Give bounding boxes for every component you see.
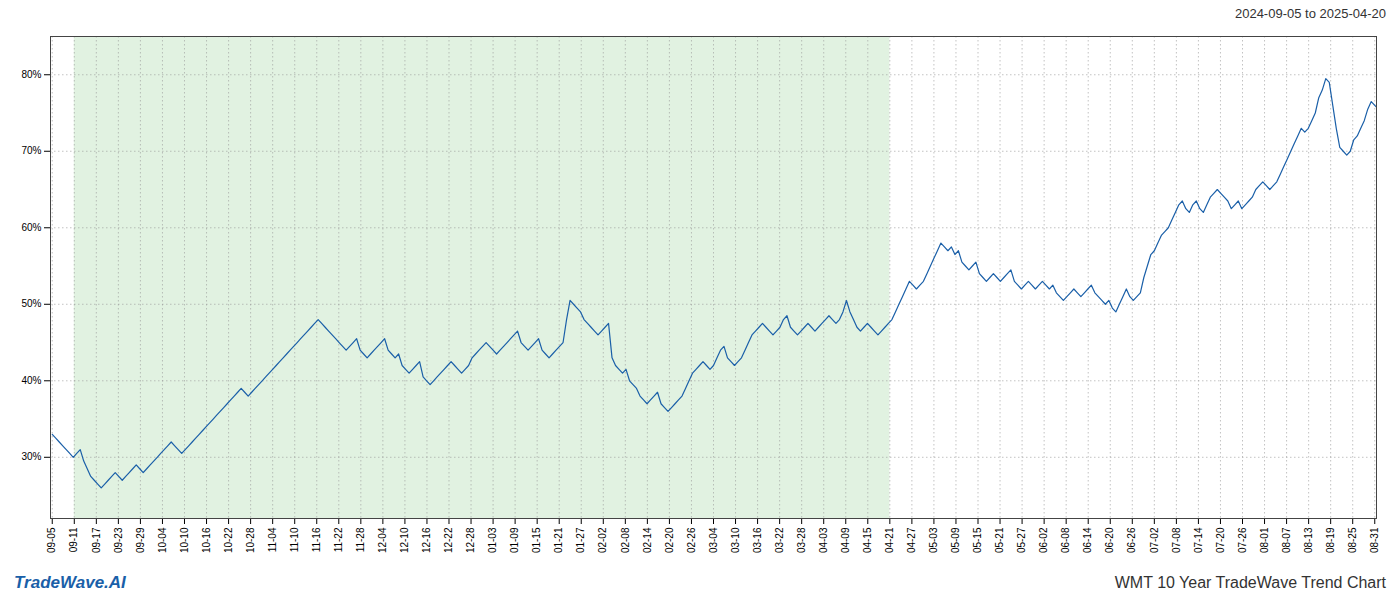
svg-text:02-14: 02-14 [642, 527, 653, 553]
html-text:TradeWave.AI: TradeWave.AI [14, 573, 126, 592]
svg-text:02-08: 02-08 [620, 527, 631, 553]
svg-text:04-21: 04-21 [884, 527, 895, 553]
svg-text:02-02: 02-02 [597, 527, 608, 553]
svg-text:05-03: 05-03 [928, 527, 939, 553]
svg-text:06-02: 06-02 [1038, 527, 1049, 553]
svg-text:06-26: 06-26 [1126, 527, 1137, 553]
svg-text:12-04: 12-04 [377, 527, 388, 553]
svg-text:03-22: 03-22 [774, 527, 785, 553]
svg-text:11-28: 11-28 [355, 527, 366, 552]
svg-text:12-28: 12-28 [465, 527, 476, 553]
svg-text:10-22: 10-22 [223, 527, 234, 553]
svg-text:11-22: 11-22 [333, 527, 344, 552]
svg-text:07-08: 07-08 [1171, 527, 1182, 553]
svg-text:09-05: 09-05 [46, 527, 57, 553]
svg-text:02-26: 02-26 [686, 527, 697, 553]
svg-text:08-13: 08-13 [1303, 527, 1314, 553]
svg-text:05-27: 05-27 [1016, 527, 1027, 553]
svg-text:05-15: 05-15 [972, 527, 983, 553]
svg-text:03-04: 03-04 [708, 527, 719, 553]
svg-text:06-14: 06-14 [1082, 527, 1093, 553]
svg-text:80%: 80% [21, 69, 41, 80]
svg-text:40%: 40% [21, 375, 41, 386]
svg-text:07-20: 07-20 [1215, 527, 1226, 553]
svg-text:12-10: 12-10 [399, 527, 410, 553]
svg-text:06-08: 06-08 [1060, 527, 1071, 553]
svg-text:01-03: 01-03 [487, 527, 498, 553]
svg-text:04-27: 04-27 [906, 527, 917, 553]
svg-text:30%: 30% [21, 451, 41, 462]
svg-text:10-10: 10-10 [179, 527, 190, 553]
svg-text:08-01: 08-01 [1259, 527, 1270, 553]
svg-text:04-15: 04-15 [862, 527, 873, 553]
svg-text:06-20: 06-20 [1104, 527, 1115, 553]
svg-text:03-10: 03-10 [730, 527, 741, 553]
svg-text:08-19: 08-19 [1325, 527, 1336, 553]
svg-text:02-20: 02-20 [664, 527, 675, 553]
svg-text:07-26: 07-26 [1237, 527, 1248, 553]
svg-text:11-16: 11-16 [311, 527, 322, 552]
svg-text:70%: 70% [21, 145, 41, 156]
svg-text:10-28: 10-28 [245, 527, 256, 553]
svg-text:04-09: 04-09 [840, 527, 851, 553]
svg-text:10-04: 10-04 [157, 527, 168, 553]
html-text:WMT 10 Year TradeWave Trend Ch: WMT 10 Year TradeWave Trend Chart [1114, 574, 1386, 591]
svg-text:09-29: 09-29 [135, 527, 146, 553]
svg-text:01-21: 01-21 [553, 527, 564, 553]
svg-text:04-03: 04-03 [818, 527, 829, 553]
svg-text:09-11: 09-11 [68, 527, 79, 552]
svg-text:08-31: 08-31 [1369, 527, 1380, 553]
svg-text:08-07: 08-07 [1281, 527, 1292, 553]
svg-text:10-16: 10-16 [201, 527, 212, 553]
svg-text:50%: 50% [21, 298, 41, 309]
svg-text:05-21: 05-21 [994, 527, 1005, 553]
svg-text:09-17: 09-17 [91, 527, 102, 553]
svg-text:09-23: 09-23 [113, 527, 124, 553]
svg-text:05-09: 05-09 [950, 527, 961, 553]
svg-text:11-04: 11-04 [267, 527, 278, 552]
svg-text:08-25: 08-25 [1347, 527, 1358, 553]
svg-text:03-16: 03-16 [752, 527, 763, 553]
svg-text:03-28: 03-28 [796, 527, 807, 553]
svg-text:12-22: 12-22 [443, 527, 454, 553]
html-text:2024-09-05 to 2025-04-20: 2024-09-05 to 2025-04-20 [1234, 5, 1386, 21]
svg-text:01-15: 01-15 [531, 527, 542, 553]
svg-text:12-16: 12-16 [421, 527, 432, 553]
svg-text:07-14: 07-14 [1193, 527, 1204, 553]
svg-text:01-09: 01-09 [509, 527, 520, 553]
svg-text:60%: 60% [21, 222, 41, 233]
svg-text:11-10: 11-10 [289, 527, 300, 552]
svg-text:01-27: 01-27 [575, 527, 586, 553]
svg-text:07-02: 07-02 [1149, 527, 1160, 553]
